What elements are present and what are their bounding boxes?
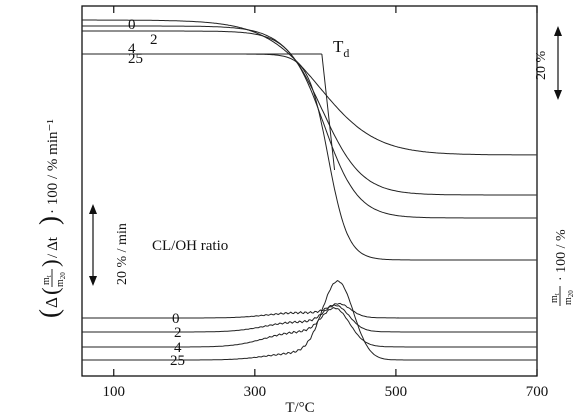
dtg-curve-25 bbox=[82, 279, 537, 361]
x-axis-label: T/°C bbox=[285, 400, 314, 416]
svg-text:· 100 / % min⁻¹: · 100 / % min⁻¹ bbox=[45, 119, 61, 214]
svg-text:m20: m20 bbox=[55, 272, 67, 287]
svg-text:(: ( bbox=[38, 287, 63, 295]
mass-scale-label: 20 % bbox=[534, 51, 549, 81]
svg-text:mt: mt bbox=[549, 293, 561, 303]
tg-curve-2 bbox=[82, 25, 537, 196]
svg-text:Δ: Δ bbox=[42, 297, 61, 308]
x-tick-label: 700 bbox=[526, 384, 549, 400]
svg-text:m20: m20 bbox=[563, 290, 575, 305]
dtg-series-label: 2 bbox=[174, 325, 182, 341]
dtg-curve-4 bbox=[82, 307, 537, 348]
tg-series-label: 25 bbox=[128, 51, 143, 67]
dtg-curve-0 bbox=[82, 302, 537, 319]
tg-curve-25 bbox=[82, 53, 537, 261]
rate-scale-bar: 20 % / min bbox=[89, 204, 130, 286]
svg-text:/ Δt: / Δt bbox=[45, 236, 61, 258]
y-axis-label-left: ( Δ ( mt m20 ) / Δt ) · 100 / % min⁻¹ bbox=[34, 119, 67, 318]
svg-text:): ) bbox=[34, 216, 64, 225]
td-annotation: Td bbox=[333, 37, 349, 60]
tg-series-label: 4 bbox=[128, 41, 136, 57]
curves bbox=[82, 19, 537, 361]
svg-text:(: ( bbox=[34, 309, 64, 318]
svg-text:mt: mt bbox=[41, 275, 53, 285]
dtg-series-label: 0 bbox=[172, 311, 180, 327]
dtg-series-label: 4 bbox=[174, 340, 182, 356]
rate-scale-label: 20 % / min bbox=[115, 223, 130, 285]
tg-curve-4 bbox=[82, 30, 537, 219]
tg-series-label: 0 bbox=[128, 17, 136, 33]
dtg-series-label: 25 bbox=[170, 353, 185, 369]
x-tick-label: 300 bbox=[244, 384, 267, 400]
td-tangent-2 bbox=[321, 53, 336, 171]
x-tick-label: 500 bbox=[385, 384, 408, 400]
x-tick-label: 100 bbox=[102, 384, 125, 400]
dtg-curve-2 bbox=[82, 304, 537, 333]
svg-text:): ) bbox=[38, 259, 63, 267]
tg-series-label: 2 bbox=[150, 32, 158, 48]
y-axis-label-right: mt m20 · 100 / % bbox=[549, 229, 575, 306]
legend-title: CL/OH ratio bbox=[152, 238, 228, 254]
plot-frame bbox=[81, 5, 538, 377]
svg-text:· 100 / %: · 100 / % bbox=[554, 229, 569, 281]
mass-scale-bar: 20 % bbox=[534, 26, 562, 100]
x-axis-ticks: 100 300 500 700 bbox=[102, 6, 548, 400]
tg-curve-0 bbox=[82, 19, 537, 156]
